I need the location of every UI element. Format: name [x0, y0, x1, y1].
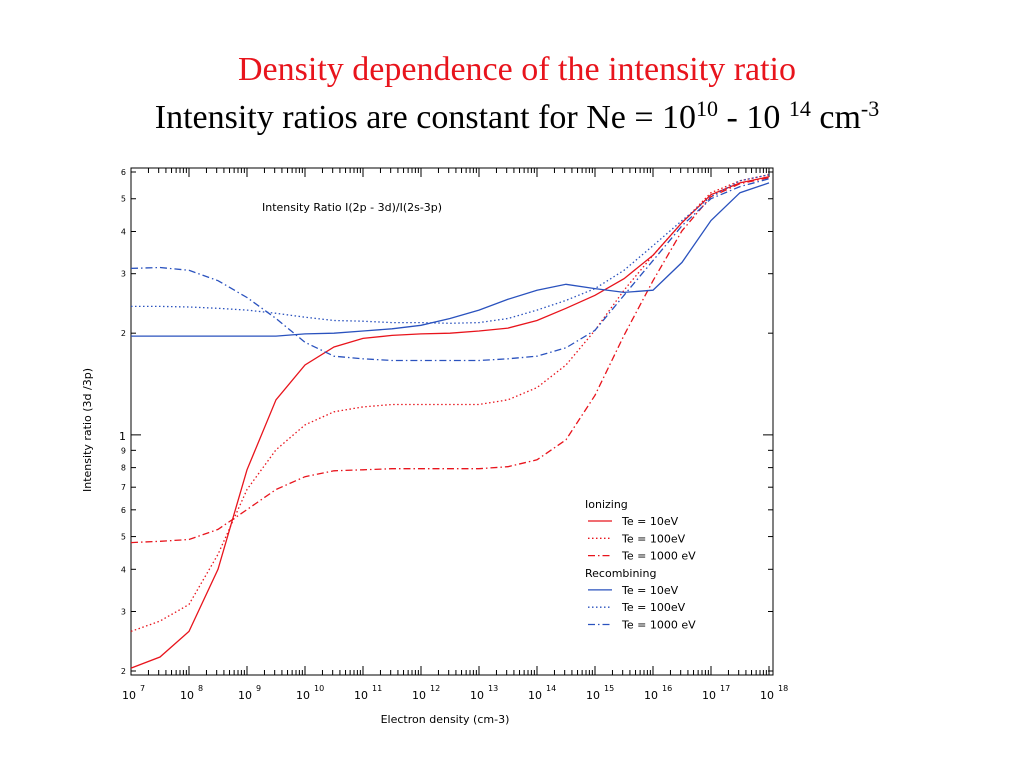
y-tick-label: 3 — [121, 270, 126, 279]
x-tick-label: 10 — [470, 689, 484, 702]
y-tick-label: 4 — [121, 565, 126, 574]
x-tick-exponent: 12 — [430, 684, 440, 693]
legend-label: Te = 10eV — [621, 515, 679, 528]
subtitle-text: - 10 — [718, 99, 789, 136]
series-line — [131, 174, 770, 324]
y-tick-label: 5 — [121, 195, 126, 204]
x-tick-label: 10 — [354, 689, 368, 702]
series-line — [130, 176, 770, 669]
legend-label: Te = 100eV — [621, 532, 686, 545]
plot-frame — [130, 167, 774, 676]
x-tick-exponent: 15 — [604, 684, 614, 693]
x-tick-label: 10 — [238, 689, 252, 702]
y-tick-label: 6 — [121, 506, 126, 515]
x-tick-exponent: 10 — [314, 684, 324, 693]
superscript: 10 — [696, 96, 718, 121]
legend-label: Te = 100eV — [621, 601, 686, 614]
x-tick-exponent: 8 — [198, 684, 203, 693]
subtitle-text: cm — [811, 99, 861, 136]
x-tick-exponent: 16 — [662, 684, 672, 693]
series-line — [130, 177, 770, 544]
subtitle-text: Intensity ratios are constant for Ne = 1… — [155, 99, 696, 136]
y-tick-label: 2 — [121, 667, 126, 676]
y-tick-label: 6 — [121, 168, 126, 177]
x-tick-exponent: 17 — [720, 684, 730, 693]
y-tick-label: 1 — [119, 430, 126, 443]
x-tick-exponent: 9 — [256, 684, 261, 693]
x-tick-label: 10 — [702, 689, 716, 702]
y-tick-label: 5 — [121, 533, 126, 542]
superscript: 14 — [789, 96, 811, 121]
series-line — [130, 174, 770, 633]
x-axis-label: Electron density (cm-3) — [381, 713, 510, 726]
legend-label: Te = 10eV — [621, 584, 679, 597]
x-tick-exponent: 14 — [546, 684, 556, 693]
series-line — [130, 178, 770, 362]
x-tick-exponent: 11 — [372, 684, 382, 693]
x-tick-label: 10 — [760, 689, 774, 702]
x-tick-label: 10 — [180, 689, 194, 702]
x-tick-exponent: 7 — [140, 684, 145, 693]
x-tick-label: 10 — [528, 689, 542, 702]
x-tick-label: 10 — [122, 689, 136, 702]
y-tick-label: 4 — [121, 227, 126, 236]
legend-label: Te = 1000 eV — [621, 619, 696, 632]
legend-title: Ionizing — [585, 498, 628, 511]
y-tick-label: 9 — [121, 446, 126, 455]
x-tick-exponent: 13 — [488, 684, 498, 693]
chart-title: Intensity Ratio I(2p - 3d)/I(2s-3p) — [262, 201, 442, 214]
slide-title: Density dependence of the intensity rati… — [238, 51, 796, 88]
x-tick-label: 10 — [412, 689, 426, 702]
x-tick-label: 10 — [296, 689, 310, 702]
superscript: -3 — [861, 96, 879, 121]
series-line — [131, 182, 770, 337]
y-tick-label: 8 — [121, 464, 126, 473]
x-tick-label: 10 — [586, 689, 600, 702]
slide-subtitle: Intensity ratios are constant for Ne = 1… — [155, 96, 880, 136]
legend-label: Te = 1000 eV — [621, 550, 696, 563]
y-tick-label: 2 — [121, 329, 126, 338]
x-tick-label: 10 — [644, 689, 658, 702]
x-tick-exponent: 18 — [778, 684, 788, 693]
y-tick-label: 7 — [121, 483, 126, 492]
y-tick-label: 3 — [121, 608, 126, 617]
legend-title: Recombining — [585, 567, 656, 580]
y-axis-label: Intensity ratio (3d /3p) — [81, 368, 94, 492]
